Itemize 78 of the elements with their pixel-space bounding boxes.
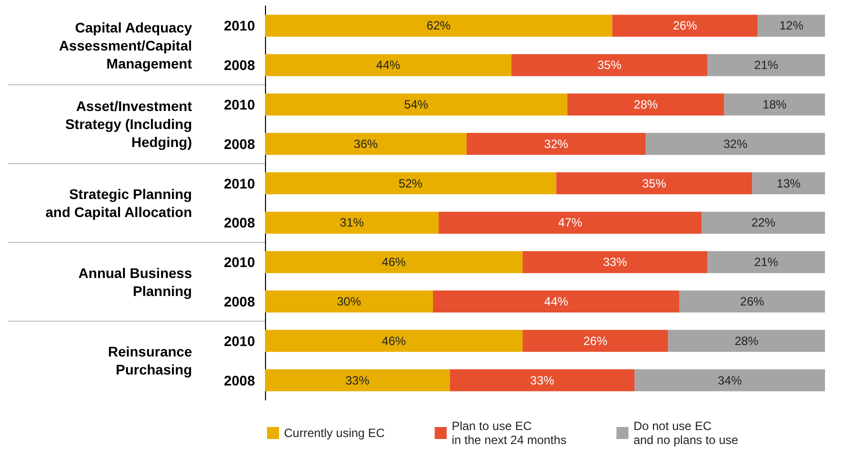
- bar: [433, 290, 680, 312]
- bar: [265, 172, 556, 194]
- bar: [265, 251, 523, 274]
- text: Asset/Investment Strategy (Including Hedging): [65, 98, 192, 150]
- bar: [265, 94, 568, 116]
- bar: [567, 94, 724, 116]
- bar: [758, 14, 825, 37]
- data-label: 21%: [754, 255, 779, 270]
- data-label: 62%: [426, 18, 451, 33]
- bar: [522, 251, 708, 274]
- bar: [668, 330, 825, 352]
- bar: [265, 290, 433, 312]
- data-label: 32%: [723, 136, 748, 151]
- data-label: 28%: [634, 98, 658, 112]
- legend-label: Currently using EC: [284, 426, 386, 440]
- data-label: 35%: [597, 58, 622, 72]
- bar: [450, 369, 635, 392]
- bar: [707, 251, 825, 274]
- text: Capital Adequacy Assessment/Capital Management: [58, 19, 192, 72]
- data-label: 36%: [354, 136, 378, 151]
- bar: [724, 94, 825, 116]
- data-label: 32%: [544, 136, 569, 151]
- legend-label: Plan to use EC in the next 24 months: [452, 419, 566, 447]
- y-tick-label: 2010: [224, 96, 256, 112]
- y-tick-label: 2010: [224, 18, 256, 34]
- data-label: 21%: [754, 58, 779, 72]
- data-label: 28%: [734, 334, 759, 348]
- data-label: 44%: [544, 294, 569, 308]
- text: Strategic Planning and Capital Allocation: [46, 186, 192, 220]
- data-label: 44%: [376, 58, 401, 72]
- y-tick-label: 2010: [224, 254, 256, 270]
- data-label: 33%: [530, 373, 555, 388]
- data-label: 18%: [762, 98, 787, 112]
- y-tick-label: 2010: [224, 332, 256, 349]
- data-label: 33%: [345, 373, 370, 388]
- data-label: 47%: [558, 216, 583, 230]
- y-tick-label: 2008: [224, 372, 256, 388]
- bar: [646, 132, 825, 155]
- bar: [438, 212, 702, 234]
- bar: [556, 172, 752, 194]
- data-label: 54%: [404, 98, 429, 112]
- bar: [702, 212, 825, 234]
- bar: [752, 172, 825, 194]
- bar: [265, 54, 512, 76]
- data-label: 12%: [779, 18, 804, 33]
- bar: [265, 212, 439, 234]
- y-tick-label: 2010: [224, 175, 256, 192]
- data-label: 52%: [398, 176, 423, 190]
- data-label: 22%: [751, 216, 776, 230]
- data-label: 34%: [718, 373, 742, 388]
- data-label: 46%: [382, 334, 406, 348]
- text: Reinsurance Purchasing: [108, 344, 192, 378]
- bar: [265, 132, 467, 155]
- bar: [707, 54, 825, 76]
- data-label: 31%: [340, 216, 364, 230]
- bar: [522, 330, 668, 352]
- y-tick-label: 2008: [224, 294, 256, 310]
- data-label: 26%: [583, 334, 608, 348]
- legend-label: Do not use EC and no plans to use: [633, 419, 739, 447]
- data-label: 46%: [382, 255, 406, 270]
- y-tick-label: 2008: [224, 57, 256, 74]
- bar: [265, 14, 612, 37]
- bar: [679, 290, 825, 312]
- bar: [466, 132, 646, 155]
- y-tick-label: 2008: [224, 136, 256, 152]
- data-label: 26%: [740, 294, 765, 308]
- y-tick-label: 2008: [224, 214, 256, 231]
- data-label: 30%: [336, 294, 362, 308]
- bar: [511, 54, 708, 76]
- data-label: 26%: [672, 18, 698, 33]
- data-label: 13%: [776, 176, 801, 190]
- bar: [634, 369, 825, 392]
- bar: [265, 330, 523, 352]
- bar: [612, 14, 758, 37]
- data-label: 35%: [642, 176, 667, 190]
- text: Annual Business Planning: [78, 264, 192, 299]
- data-label: 33%: [602, 255, 628, 270]
- bar: [265, 369, 450, 392]
